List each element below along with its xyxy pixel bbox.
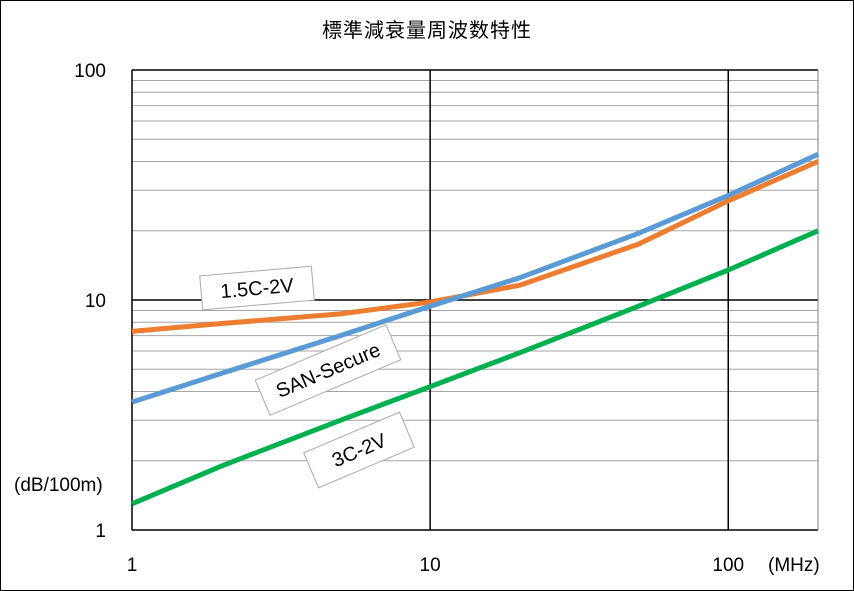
minor-gridlines: [132, 80, 818, 462]
x-axis-unit: (MHz): [768, 555, 820, 576]
y-tick-label: 10: [85, 291, 106, 312]
series-label-box: [254, 324, 402, 416]
x-tick-label: 10: [420, 555, 441, 576]
series-layer: [131, 152, 820, 507]
series-line-3c-2v: [131, 228, 820, 507]
x-tick-label: 1: [127, 555, 138, 576]
series-line-san-secure: [131, 152, 820, 405]
y-axis-unit: (dB/100m): [14, 475, 103, 496]
x-tick-label: 100: [712, 555, 744, 576]
y-tick-label: 1: [95, 521, 106, 542]
series-label-3c-2v: 3C-2V: [303, 411, 415, 489]
y-tick-label: 100: [74, 61, 106, 82]
series-label-box: [303, 411, 415, 489]
series-label-1-5c-2v: 1.5C-2V: [199, 265, 315, 311]
series-label-box: [199, 265, 315, 311]
tick-labels: 1 10 100 1 10 100: [74, 61, 744, 576]
chart-title: 標準減衰量周波数特性: [322, 18, 532, 42]
